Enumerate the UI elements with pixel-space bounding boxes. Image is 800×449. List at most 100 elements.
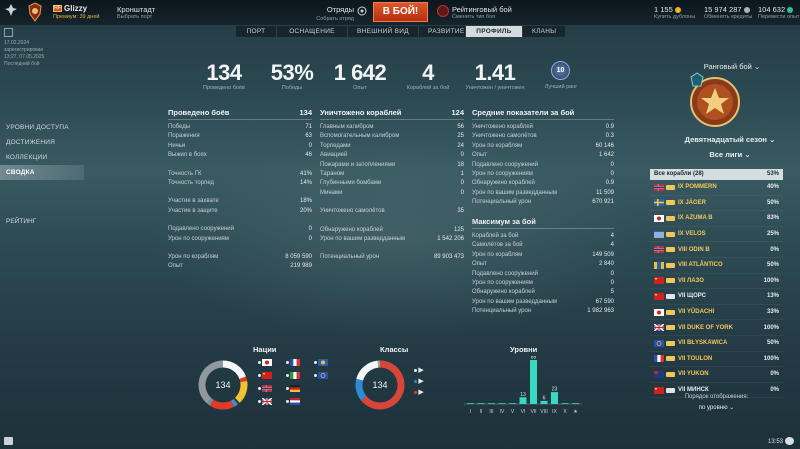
ship-row[interactable]: VII YŪDACHI 33% [650, 305, 783, 321]
freexp-icon [787, 7, 794, 14]
levels-bar[interactable] [467, 403, 474, 404]
credits-sub[interactable]: Обменять кредиты [704, 14, 753, 20]
tab-equipment[interactable]: ОСНАЩЕНИЕ [277, 26, 347, 37]
ship-row[interactable]: VII ЛАЗО 100% [650, 274, 783, 290]
levels-bar[interactable] [519, 397, 527, 404]
nations-donut-chart[interactable]: 134 [195, 357, 251, 413]
battle-mode-icon[interactable] [437, 5, 449, 17]
legend-dot [258, 374, 261, 377]
stat-row-value: 41% [299, 170, 312, 177]
stat-row: Авиацией 0 [320, 151, 464, 160]
ship-row[interactable]: IX JÄGER 50% [650, 196, 783, 212]
doubloons-sub[interactable]: Купить дублоны [654, 14, 696, 20]
ship-row[interactable]: VII YUKON 0% [650, 367, 783, 383]
game-menu-icon[interactable] [4, 3, 18, 17]
registered-label: зарегистрирован [4, 47, 44, 53]
donut-slice-japan[interactable] [222, 360, 246, 380]
stat-row: Обнаружено кораблей 5 [472, 288, 614, 297]
levels-bar[interactable] [530, 360, 537, 404]
stat-row-value: 71 [305, 124, 312, 130]
levels-bar[interactable] [509, 403, 516, 404]
ship-row[interactable]: VII TOULON 100% [650, 352, 783, 368]
flag-greece-icon [654, 230, 664, 238]
nav-rating[interactable]: РЕЙТИНГ [6, 218, 37, 225]
tab-profile[interactable]: ПРОФИЛЬ [466, 26, 522, 37]
donut-slice-cruiser[interactable] [355, 378, 367, 401]
ship-tier: VII [678, 309, 686, 316]
ship-row[interactable]: IX VELOS 25% [650, 227, 783, 243]
levels-bar[interactable] [551, 392, 558, 404]
notifications-icon[interactable] [785, 437, 794, 445]
ship-row[interactable]: VIII ATLÂNTICO 50% [650, 258, 783, 274]
ship-name-text: TOULON [687, 355, 713, 362]
nav-access-levels[interactable]: УРОВНИ ДОСТУПА [6, 124, 69, 131]
battle-button[interactable]: В БОЙ! [373, 2, 428, 22]
donut-slice-france[interactable] [207, 398, 214, 406]
levels-bar[interactable] [572, 403, 579, 404]
levels-bar[interactable] [477, 403, 485, 404]
ship-row[interactable]: VII ЩОРС 13% [650, 289, 783, 305]
stat-row-value: 67 590 [595, 298, 614, 305]
stat-row: Подавлено сооружений 0 [168, 225, 312, 234]
classes-donut-chart[interactable]: 134 [352, 357, 408, 413]
battle-mode-name[interactable]: Рейтинговый бой [452, 5, 512, 14]
nav-achievements[interactable]: ДОСТИЖЕНИЯ [6, 139, 55, 146]
ship-name: VII МИНСК [678, 387, 770, 393]
freexp-balance[interactable]: 104 632 [758, 5, 794, 14]
stat-row-value: 63 [305, 133, 312, 140]
ship-row[interactable]: IX POMMERN 40% [650, 180, 783, 196]
levels-bar[interactable] [488, 403, 495, 404]
donut-slice-pan-asia[interactable] [230, 398, 238, 407]
stat-row-value: 20% [299, 207, 312, 214]
division-icon[interactable] [357, 6, 367, 16]
ranked-league-text: Все лиги [709, 150, 743, 159]
ship-row[interactable]: VIII ODIN B 0% [650, 242, 783, 258]
donut-slice-uk[interactable] [209, 399, 235, 410]
tab-port[interactable]: ПОРТ [236, 26, 276, 37]
donut-slice-destroyer[interactable] [360, 360, 405, 410]
ranked-title-text: Ранговый бой [703, 62, 752, 71]
ship-class-icon [666, 247, 675, 253]
tab-exterior[interactable]: ВНЕШНИЙ ВИД [348, 26, 418, 37]
tab-research[interactable]: РАЗВИТИЕ [419, 26, 465, 37]
sort-order-selector[interactable]: по уровню ⌄ [650, 404, 783, 411]
port-selector[interactable]: Кронштадт [117, 5, 156, 14]
donut-slice-eu[interactable] [234, 380, 248, 403]
donut-slice-battleship[interactable] [356, 360, 379, 381]
nav-summary[interactable]: СВОДКА [0, 165, 84, 180]
ranked-season-selector[interactable]: Девятнадцатый сезон ⌄ [668, 135, 792, 144]
levels-bar[interactable] [561, 403, 569, 404]
stat-row-value: 2 840 [598, 261, 614, 268]
chat-icon[interactable] [4, 437, 13, 445]
tab-clans[interactable]: КЛАНЫ [523, 26, 565, 37]
doubloons-balance[interactable]: 1 155 [654, 5, 681, 14]
ship-row[interactable]: IX AZUMA B 83% [650, 211, 783, 227]
donut-center-label: 134 [215, 380, 230, 390]
flag-pan-america-icon [654, 261, 664, 269]
credits-balance[interactable]: 15 974 287 [704, 5, 750, 14]
divisions-button[interactable]: Отряды Собрать отряд [290, 5, 354, 22]
premium-status[interactable]: Премиум: 39 дней [53, 14, 100, 20]
player-emblem-icon[interactable] [27, 2, 43, 22]
donut-slice-germany[interactable] [233, 397, 240, 405]
donut-slice-other[interactable] [198, 360, 224, 404]
levels-bar[interactable] [540, 400, 548, 404]
ranked-league-selector[interactable]: Все лиги ⌄ [668, 150, 792, 159]
freexp-sub[interactable]: Перевести опыт [758, 14, 800, 20]
ship-list-header[interactable]: Все корабли (28) 53% [650, 169, 783, 180]
stat-row: Точность торпед 14% [168, 179, 312, 188]
stat-row-label: Подавлено сооружений [472, 270, 539, 277]
stat-row-label: Победы [168, 124, 191, 130]
ranked-title[interactable]: Ранговый бой ⌄ [684, 62, 780, 71]
player-name[interactable]: Glizzy [64, 4, 88, 13]
account-icon[interactable] [4, 28, 13, 37]
ship-row[interactable]: VII МИНСК 0% [650, 383, 783, 399]
ship-row[interactable]: VII DUKE OF YORK 100% [650, 320, 783, 336]
nav-collections[interactable]: КОЛЛЕКЦИИ [6, 154, 48, 161]
levels-bar[interactable] [498, 403, 506, 404]
donut-slice-ussr[interactable] [239, 376, 248, 383]
ship-name: IX POMMERN [678, 184, 767, 190]
ship-tier: VIII [678, 262, 688, 269]
ship-row[interactable]: VII BŁYSKAWICA 50% [650, 336, 783, 352]
